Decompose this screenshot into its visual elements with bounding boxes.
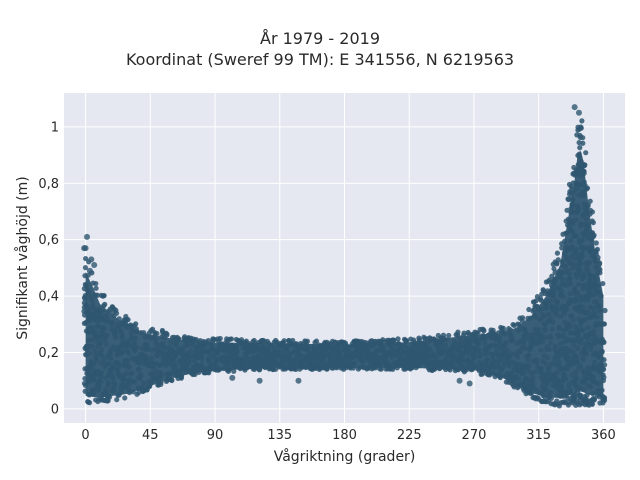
- x-tick-label: 0: [81, 428, 89, 443]
- data-point: [295, 377, 302, 384]
- data-point: [84, 233, 91, 240]
- data-point: [537, 296, 543, 302]
- data-point: [82, 265, 89, 271]
- data-point: [554, 250, 561, 256]
- data-point: [575, 109, 582, 116]
- chart-subtitle: Koordinat (Sweref 99 TM): E 341556, N 62…: [125, 50, 515, 69]
- data-point: [125, 317, 131, 323]
- data-point: [304, 338, 311, 344]
- data-point: [579, 118, 585, 124]
- data-point: [554, 261, 560, 267]
- data-point: [594, 246, 601, 252]
- data-point: [158, 381, 164, 388]
- data-point: [496, 372, 503, 379]
- data-point: [466, 380, 473, 387]
- data-point: [500, 325, 506, 331]
- point-density-band: [85, 150, 604, 399]
- x-tick-label: 315: [526, 428, 551, 443]
- y-tick-label: 0,8: [38, 177, 59, 192]
- data-point: [154, 331, 160, 337]
- data-point: [551, 266, 557, 272]
- data-point: [164, 332, 170, 338]
- y-axis-label: Signifikant våghöjd (m): [14, 176, 31, 339]
- data-point: [589, 401, 595, 407]
- data-point: [555, 257, 561, 263]
- data-point: [455, 329, 461, 335]
- data-point: [380, 337, 386, 343]
- x-tick-label: 45: [142, 428, 159, 443]
- data-point: [395, 336, 401, 342]
- data-point: [93, 280, 99, 287]
- data-point: [590, 220, 596, 226]
- data-point: [169, 377, 175, 384]
- x-tick-label: 135: [267, 428, 292, 443]
- data-point: [595, 254, 601, 261]
- data-point: [479, 371, 485, 377]
- x-tick-label: 360: [591, 428, 616, 443]
- x-axis-label: Vågriktning (grader): [274, 448, 416, 465]
- data-point: [578, 125, 584, 131]
- x-tick-label: 90: [207, 428, 224, 443]
- data-point: [602, 307, 608, 314]
- data-point: [229, 374, 236, 381]
- data-point: [481, 328, 487, 334]
- x-tick-label: 270: [462, 428, 487, 443]
- data-point: [82, 245, 89, 252]
- data-point: [580, 135, 586, 141]
- chart-title: År 1979 - 2019: [260, 29, 380, 48]
- y-tick-label: 0,4: [38, 290, 59, 305]
- data-point: [461, 330, 467, 336]
- data-point: [565, 402, 572, 408]
- data-point: [217, 335, 223, 342]
- data-point: [564, 207, 570, 213]
- y-tick-label: 1: [51, 120, 59, 135]
- data-point: [519, 315, 526, 321]
- x-axis-ticks: 0 45 90 135 180 225 270 315 360: [81, 428, 615, 443]
- data-point: [593, 240, 599, 246]
- data-point: [113, 310, 120, 316]
- y-axis-ticks: 0 0,2 0,4 0,6 0,8 1: [38, 120, 59, 417]
- data-point: [577, 392, 584, 398]
- data-point: [313, 338, 320, 344]
- x-tick-label: 180: [332, 428, 357, 443]
- data-point: [583, 150, 589, 156]
- data-point: [456, 377, 463, 384]
- data-point: [591, 396, 598, 402]
- data-point: [580, 140, 586, 146]
- y-tick-label: 0,2: [38, 346, 59, 361]
- data-point: [228, 336, 235, 342]
- data-points: [81, 104, 608, 409]
- data-point: [446, 332, 452, 339]
- data-point: [597, 267, 603, 273]
- data-point: [577, 145, 583, 151]
- data-point: [587, 198, 593, 204]
- y-tick-label: 0: [51, 402, 59, 417]
- data-point: [456, 349, 463, 356]
- data-point: [600, 280, 606, 287]
- data-point: [102, 301, 108, 307]
- data-point: [88, 256, 95, 263]
- data-point: [86, 267, 93, 274]
- x-tick-label: 225: [397, 428, 422, 443]
- data-point: [101, 292, 107, 299]
- data-point: [281, 338, 287, 344]
- data-point: [571, 104, 578, 111]
- data-point: [114, 397, 120, 403]
- data-point: [589, 209, 595, 215]
- y-tick-label: 0,6: [38, 233, 59, 248]
- data-point: [533, 298, 539, 304]
- data-point: [91, 262, 98, 269]
- data-point: [596, 261, 602, 267]
- data-point: [122, 395, 128, 401]
- data-point: [526, 306, 532, 313]
- data-point: [256, 377, 263, 384]
- data-point: [231, 368, 237, 374]
- data-point: [86, 400, 93, 406]
- data-point: [133, 321, 139, 327]
- data-point: [93, 285, 99, 291]
